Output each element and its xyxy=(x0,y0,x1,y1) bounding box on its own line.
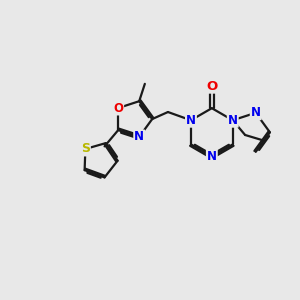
Text: N: N xyxy=(251,106,261,119)
Text: N: N xyxy=(207,150,217,163)
Text: S: S xyxy=(81,142,90,155)
Text: N: N xyxy=(228,114,238,127)
Text: O: O xyxy=(113,101,123,115)
Text: O: O xyxy=(206,80,218,93)
Text: N: N xyxy=(134,130,144,143)
Text: N: N xyxy=(186,114,196,127)
